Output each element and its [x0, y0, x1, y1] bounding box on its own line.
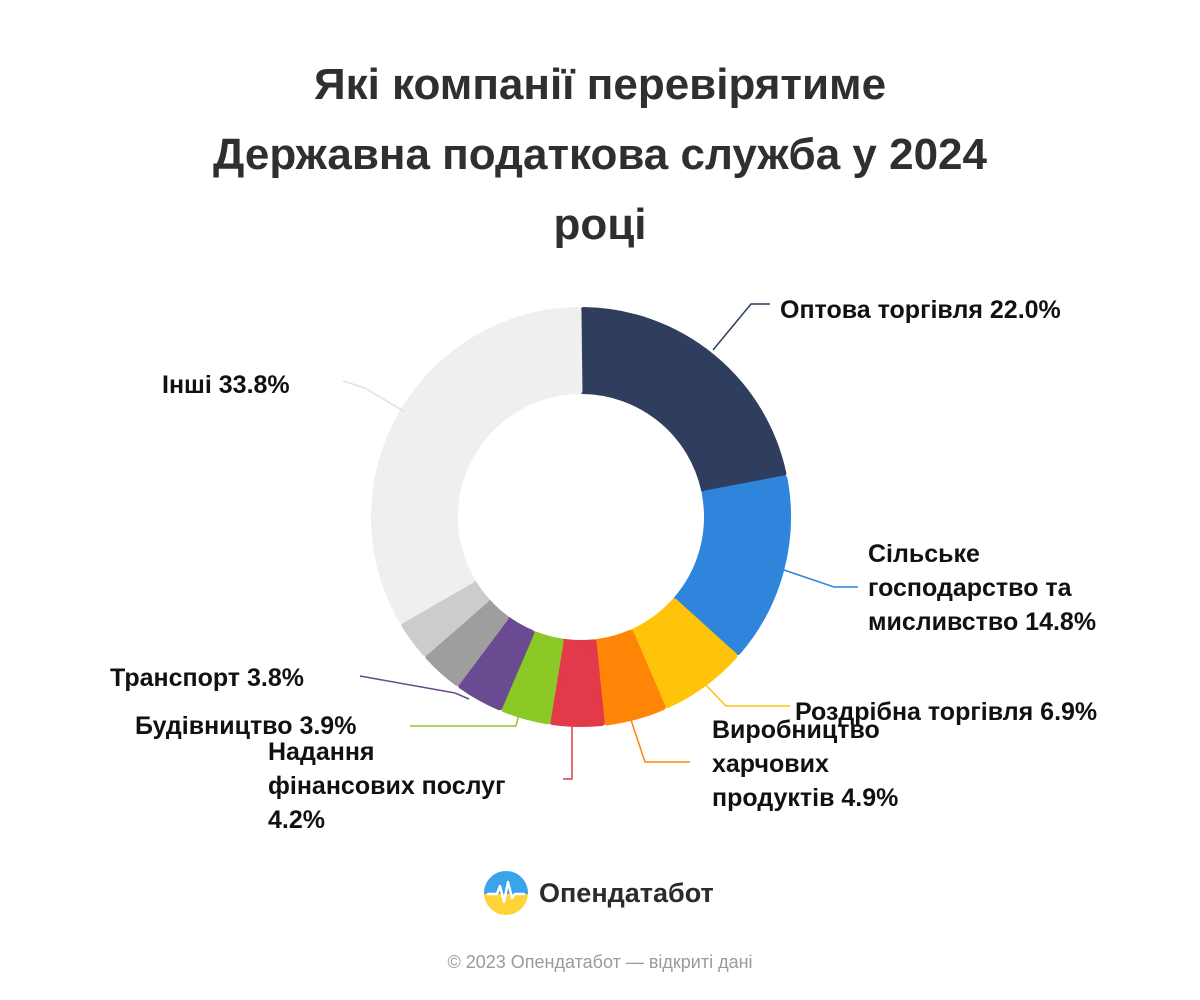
chart-title-line-1: Які компанії перевірятиме	[313, 60, 887, 109]
slice-label-line: Інші 33.8%	[162, 371, 290, 399]
leader-line	[699, 678, 790, 707]
slice-label: Оптова торгівля 22.0%	[780, 296, 1061, 324]
slice-label-line: Будівництво 3.9%	[135, 712, 356, 740]
brand-name: Опендатабот	[539, 877, 714, 908]
leader-line	[780, 568, 858, 588]
chart-title-line-3: році	[553, 200, 647, 249]
slice-label-line: харчових	[712, 750, 829, 778]
slice-label-line: мисливство 14.8%	[868, 608, 1096, 636]
slice-label: Транспорт 3.8%	[110, 664, 304, 692]
slice-label-line: Виробництво	[712, 716, 880, 744]
leader-line	[712, 303, 770, 351]
slice-label-line: Сільське	[868, 540, 980, 568]
slice-label: Будівництво 3.9%	[135, 712, 356, 740]
donut-slice	[425, 599, 509, 686]
donut-slice	[630, 598, 738, 709]
donut-slice	[579, 307, 787, 494]
slice-label: Сільське господарство та мисливство 14.8%	[868, 540, 1096, 636]
slice-label-line: Оптова торгівля 22.0%	[780, 296, 1061, 324]
brand: Опендатабот	[483, 868, 714, 918]
slice-label: Роздрібна торгівля 6.9%	[795, 698, 1097, 726]
leader-line	[342, 380, 406, 413]
chart-title-line-2: Державна податкова служба у 2024	[213, 130, 987, 179]
slice-label-line: фінансових послуг	[268, 772, 506, 800]
slice-label-line: господарство та	[868, 574, 1073, 602]
slice-label: Виробництво харчових продуктів 4.9%	[712, 716, 898, 812]
donut-slice	[401, 579, 490, 657]
slice-label-line: Транспорт 3.8%	[110, 664, 304, 692]
leader-line	[629, 716, 690, 763]
slice-label: Надання фінансових послуг 4.2%	[268, 738, 506, 834]
leader-line	[410, 709, 521, 727]
donut-slice	[673, 475, 791, 656]
donut-slice	[549, 638, 605, 727]
donut-slice	[593, 629, 666, 726]
slice-label-line: Надання	[268, 738, 375, 766]
slice-label-line: Роздрібна торгівля 6.9%	[795, 698, 1097, 726]
slice-label: Інші 33.8%	[162, 371, 290, 399]
opendatabot-logo-icon	[484, 871, 528, 915]
slice-label-line: 4.2%	[268, 806, 325, 834]
slice-label-line: продуктів 4.9%	[712, 784, 898, 812]
chart-title: Які компанії перевірятиме Державна подат…	[150, 50, 1050, 260]
donut-slice	[501, 630, 564, 725]
leader-line	[563, 721, 573, 780]
donut-slice	[371, 307, 583, 624]
leader-line	[359, 675, 470, 700]
donut-slice	[458, 616, 535, 711]
footer-copyright: © 2023 Опендатабот — відкриті дані	[447, 952, 753, 972]
